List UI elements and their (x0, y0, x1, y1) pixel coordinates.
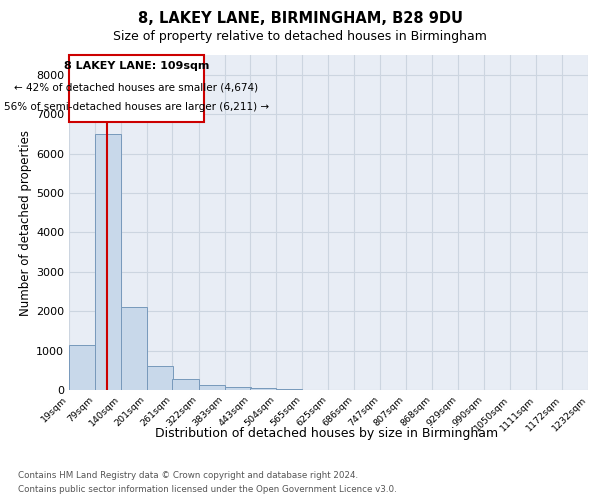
Bar (199, 385, 224, 390)
Text: Contains public sector information licensed under the Open Government Licence v3: Contains public sector information licen… (18, 485, 397, 494)
Bar (250, 388, 277, 390)
Y-axis label: Number of detached properties: Number of detached properties (19, 130, 32, 316)
Bar (69, 55, 204, 122)
Bar (95, 134, 121, 390)
Text: 8 LAKEY LANE: 109sqm: 8 LAKEY LANE: 109sqm (64, 61, 209, 71)
Text: Size of property relative to detached houses in Birmingham: Size of property relative to detached ho… (113, 30, 487, 43)
Text: Distribution of detached houses by size in Birmingham: Distribution of detached houses by size … (155, 428, 499, 440)
Bar (224, 387, 251, 390)
Bar (277, 389, 302, 390)
Text: 56% of semi-detached houses are larger (6,211) →: 56% of semi-detached houses are larger (… (4, 102, 269, 113)
Bar (121, 307, 147, 390)
Bar (69, 344, 95, 390)
Text: 8, LAKEY LANE, BIRMINGHAM, B28 9DU: 8, LAKEY LANE, BIRMINGHAM, B28 9DU (137, 11, 463, 26)
Bar (172, 379, 199, 390)
Text: ← 42% of detached houses are smaller (4,674): ← 42% of detached houses are smaller (4,… (14, 82, 259, 92)
Bar (147, 366, 173, 390)
Text: Contains HM Land Registry data © Crown copyright and database right 2024.: Contains HM Land Registry data © Crown c… (18, 471, 358, 480)
